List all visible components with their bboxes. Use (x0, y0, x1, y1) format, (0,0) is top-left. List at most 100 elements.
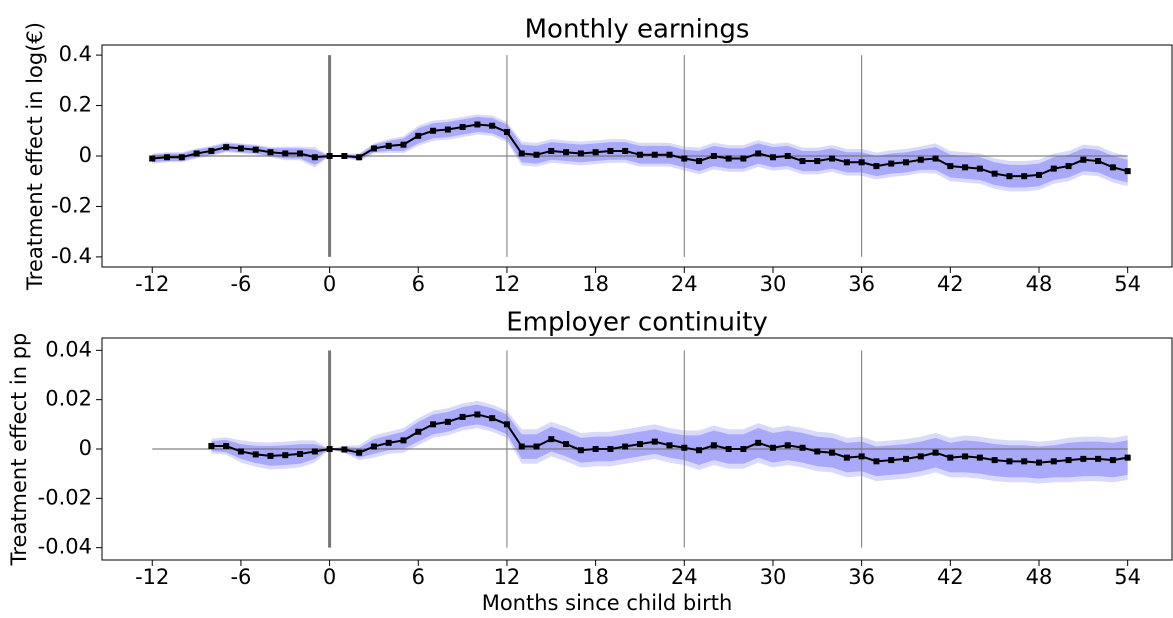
data-point (932, 155, 939, 162)
x-tick-label: 0 (323, 272, 336, 296)
data-point (356, 154, 363, 161)
data-point (962, 453, 969, 460)
x-tick-label: 0 (323, 565, 336, 589)
y-tick-label: -0.04 (38, 535, 92, 559)
data-point (489, 122, 496, 129)
y-tick-label: -0.02 (38, 485, 92, 509)
data-point (415, 132, 422, 139)
x-tick-label: 42 (937, 565, 964, 589)
data-point (474, 121, 481, 128)
data-point (267, 149, 274, 156)
data-point (474, 411, 481, 418)
data-point (829, 449, 836, 456)
x-tick-label: 42 (937, 272, 964, 296)
data-point (636, 151, 643, 158)
data-point (459, 123, 466, 130)
data-point (1021, 458, 1028, 465)
y-axis-label: Treatment effect in log(€) (23, 22, 47, 291)
data-point (400, 437, 407, 444)
x-tick-label: -12 (135, 272, 169, 296)
data-point (917, 156, 924, 163)
data-point (725, 155, 732, 162)
data-point (947, 163, 954, 170)
data-point (725, 446, 732, 452)
data-point (769, 444, 776, 451)
data-point (814, 448, 821, 455)
data-point (518, 150, 525, 157)
data-point (1006, 173, 1013, 180)
data-point (799, 444, 806, 451)
data-point (710, 442, 717, 449)
x-tick-label: 12 (494, 272, 521, 296)
data-point (696, 447, 703, 454)
y-tick-label: 0 (79, 143, 92, 167)
data-point (607, 446, 614, 452)
data-point (444, 418, 451, 425)
data-point (563, 441, 570, 448)
data-point (311, 448, 318, 455)
data-point (385, 439, 392, 446)
data-point (843, 159, 850, 166)
data-point (636, 441, 643, 448)
x-tick-label: 18 (582, 565, 609, 589)
data-point (577, 447, 584, 454)
y-tick-label: -0.4 (51, 244, 92, 268)
data-point (385, 142, 392, 149)
data-point (917, 453, 924, 460)
x-tick-label: 12 (494, 565, 521, 589)
chart-title: Monthly earnings (525, 15, 750, 45)
x-axis-label: Months since child birth (482, 591, 733, 615)
data-point (1050, 165, 1057, 172)
data-point (888, 457, 895, 464)
data-point (799, 158, 806, 165)
x-tick-label: 48 (1026, 272, 1053, 296)
y-tick-label: -0.2 (51, 193, 92, 217)
data-point (1095, 158, 1102, 165)
data-point (1109, 164, 1116, 171)
x-tick-label: 54 (1114, 565, 1141, 589)
data-point (1124, 454, 1131, 461)
data-point (991, 457, 998, 464)
data-point (518, 443, 525, 450)
x-tick-label: 36 (848, 272, 875, 296)
data-point (237, 448, 244, 455)
x-tick-label: 54 (1114, 272, 1141, 296)
data-point (489, 415, 496, 422)
data-point (902, 159, 909, 166)
x-tick-label: -6 (230, 272, 251, 296)
data-point (976, 165, 983, 172)
x-tick-label: 6 (412, 565, 425, 589)
data-point (592, 149, 599, 156)
data-point (356, 449, 363, 456)
data-point (503, 421, 510, 428)
data-point (237, 145, 244, 152)
data-point (755, 150, 762, 157)
data-point (326, 446, 333, 452)
y-tick-label: 0.2 (59, 93, 92, 117)
data-point (563, 149, 570, 156)
y-tick-label: 0.4 (59, 42, 92, 66)
data-point (459, 413, 466, 420)
data-point (311, 154, 318, 161)
data-point (370, 145, 377, 152)
data-point (622, 147, 629, 154)
data-point (430, 421, 437, 428)
data-point (577, 150, 584, 157)
data-point (252, 146, 259, 153)
chart-title: Employer continuity (506, 308, 768, 338)
data-point (208, 443, 215, 450)
data-point (755, 439, 762, 446)
data-point (208, 147, 215, 154)
data-point (932, 449, 939, 456)
data-point (1035, 171, 1042, 178)
data-point (784, 153, 791, 159)
data-point (1065, 163, 1072, 170)
data-point (267, 452, 274, 459)
data-point (503, 129, 510, 136)
data-point (976, 454, 983, 461)
data-point (223, 144, 230, 151)
data-point (548, 147, 555, 154)
data-point (1065, 457, 1072, 464)
data-point (1021, 173, 1028, 180)
data-point (444, 126, 451, 133)
